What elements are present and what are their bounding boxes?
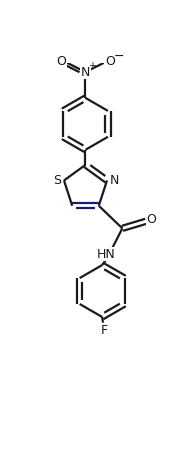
Text: F: F [100, 324, 108, 337]
Text: S: S [53, 174, 61, 187]
Text: −: − [113, 50, 124, 62]
Text: O: O [56, 55, 66, 68]
Text: O: O [147, 213, 156, 227]
Text: N: N [81, 66, 90, 79]
Text: +: + [88, 61, 96, 71]
Text: O: O [105, 55, 115, 68]
Text: N: N [109, 174, 119, 187]
Text: HN: HN [96, 248, 115, 261]
